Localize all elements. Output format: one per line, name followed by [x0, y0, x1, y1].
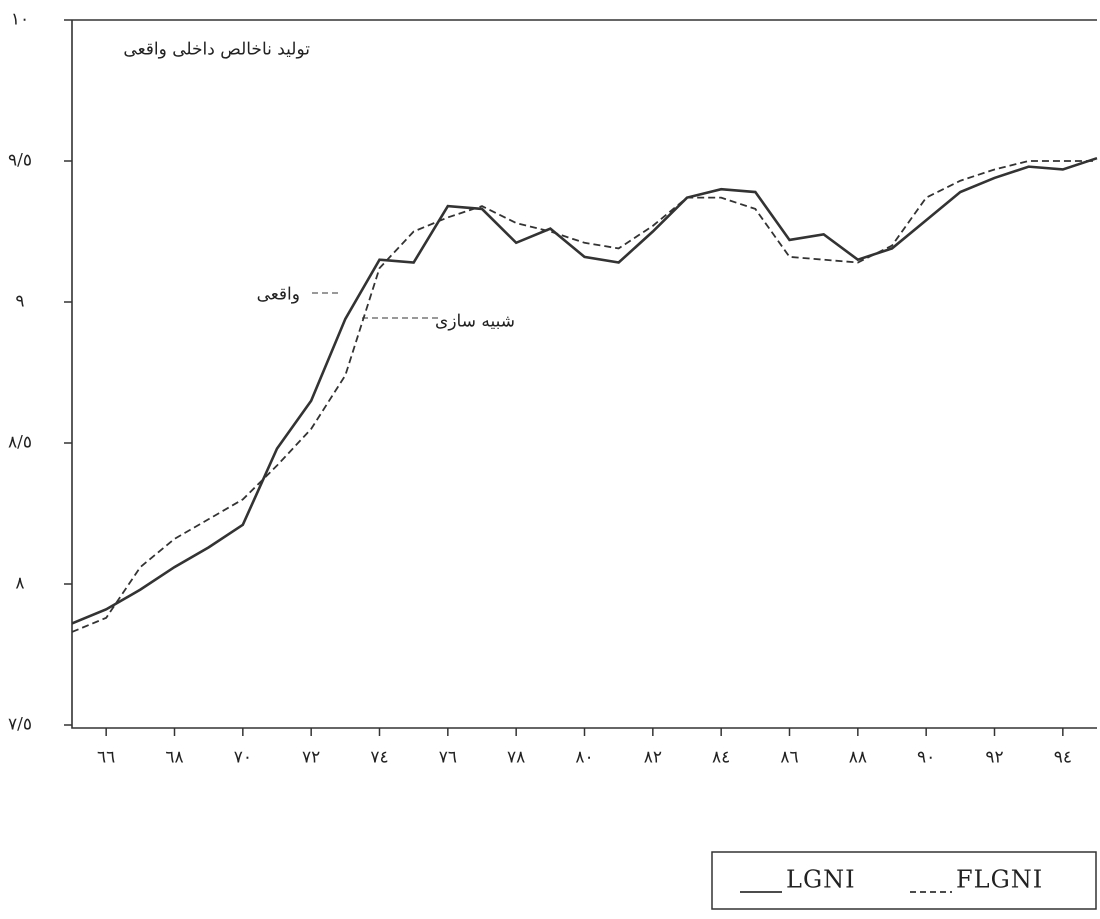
legend-box: [711, 851, 1097, 910]
x-tick-label: ٨٤: [712, 748, 730, 768]
x-tick-label: ٨٢: [644, 748, 662, 768]
y-tick-label: ٨: [15, 574, 24, 594]
legend-label: FLGNI: [956, 866, 1043, 894]
x-tick-label: ٦٦: [97, 748, 115, 768]
series-line: [71, 160, 1097, 633]
annotation: واقعی: [257, 285, 300, 305]
x-tick-label: ٧٨: [507, 748, 525, 768]
x-tick-label: ٩٠: [917, 748, 935, 768]
x-tick-label: ٩٢: [985, 748, 1003, 768]
y-tick-label: ٧/٥: [8, 715, 32, 735]
x-tick-label: ٨٨: [849, 748, 867, 768]
x-tick-label: ٨٠: [575, 748, 593, 768]
x-tick-label: ٧٦: [439, 748, 457, 768]
x-tick-label: ٦٨: [165, 748, 183, 768]
x-tick-label: ٧٢: [302, 748, 320, 768]
x-tick-label: ٩٤: [1054, 748, 1072, 768]
x-tick-label: ٧٠: [234, 748, 252, 768]
y-tick-label: ٩: [15, 292, 24, 312]
y-tick-label: ٨/٥: [8, 433, 32, 453]
series-line: [71, 156, 1098, 625]
y-tick-label: ١٠: [11, 10, 29, 30]
axis-frame: [71, 19, 1097, 729]
legend-label: LGNI: [786, 866, 856, 894]
y-tick-label: ٩/٥: [8, 151, 32, 171]
chart-title: تولید ناخالص داخلی واقعی: [123, 40, 310, 60]
annotation: شبیه سازی: [435, 312, 515, 332]
x-tick-label: ٧٤: [370, 748, 388, 768]
x-tick-label: ٨٦: [780, 748, 798, 768]
